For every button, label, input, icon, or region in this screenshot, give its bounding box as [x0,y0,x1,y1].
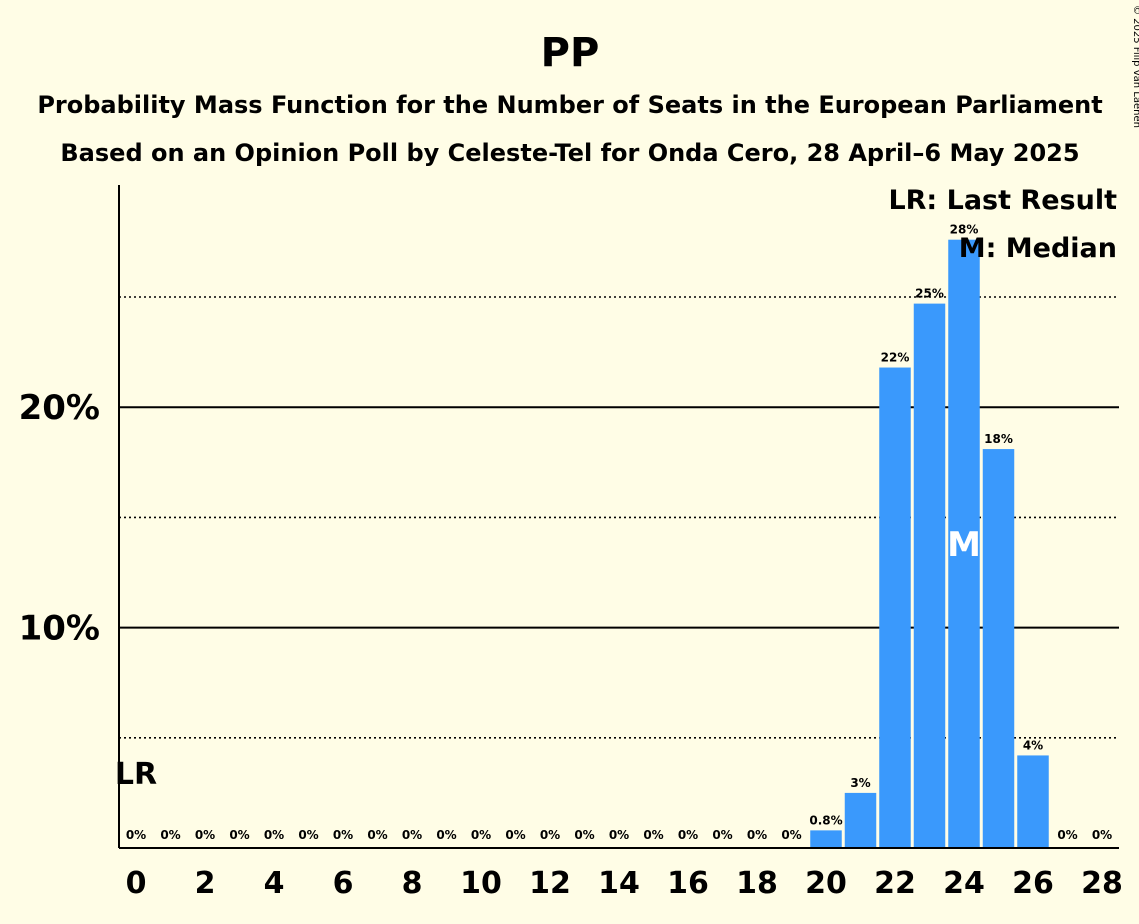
x-tick-label: 22 [874,866,916,901]
legend-median: M: Median [959,233,1117,264]
y-tick-label: 10% [19,609,100,649]
bar-value-label: 0% [436,828,456,842]
x-tick-label: 28 [1081,866,1123,901]
bar-value-label: 0% [160,828,180,842]
legend-last-result: LR: Last Result [888,185,1117,216]
x-tick-label: 26 [1012,866,1054,901]
bar-value-label: 0% [574,828,594,842]
bar-value-label: 3% [850,776,870,790]
bar-value-label: 0% [471,828,491,842]
label-layer: 0% 0% 0% 0% 0% 0% 0% 0% 0% 0% 0% 0% 0% 0% 0% 0% 0% 0% 0% 0%… [115,223,1112,842]
x-tick-label: 24 [943,866,985,901]
bar-value-label: 0% [367,828,387,842]
median-marker: M [947,525,981,565]
x-tick-label: 14 [598,866,640,901]
bar [982,449,1015,848]
chart-title: PP [541,30,600,76]
x-tick-label: 4 [264,866,285,901]
x-tick-label: 12 [529,866,571,901]
bar-value-label: 0% [712,828,732,842]
bar-value-label: 22% [881,351,910,365]
bar-value-label: 0% [609,828,629,842]
bar [810,830,842,848]
bar-value-label: 4% [1023,738,1043,752]
bar-value-label: 0% [1092,828,1112,842]
axis-layer: 10%20%0 2 4 6 8 10 12 14 16 18 20 22 24 26 28 [19,185,1123,901]
chart-subtitle-source: Based on an Opinion Poll by Celeste-Tel … [60,139,1079,167]
x-tick-label: 0 [126,866,147,901]
bar-value-label: 0% [264,828,284,842]
bar-value-label: 0% [195,828,215,842]
bar [948,239,980,849]
y-tick-label: 20% [19,388,100,428]
bar-value-label: 0% [229,828,249,842]
bar-value-label: 28% [950,223,979,237]
bar-value-label: 0% [747,828,767,842]
bar-value-label: 0% [678,828,698,842]
copyright-text: © 2025 Filip van Laenen [1131,5,1139,128]
last-result-marker: LR [115,757,157,792]
bar [913,303,946,848]
bar-value-label: 0% [540,828,560,842]
bar-value-label: 0% [402,828,422,842]
x-tick-label: 6 [333,866,354,901]
bar [879,367,911,848]
bar-value-label: 18% [984,432,1013,446]
x-tick-label: 18 [736,866,778,901]
bar-value-label: 0% [298,828,318,842]
bar-value-label: 0% [781,828,801,842]
x-tick-label: 8 [402,866,423,901]
bar-value-label: 25% [915,287,944,301]
x-tick-label: 2 [195,866,216,901]
x-tick-label: 16 [667,866,709,901]
bar-value-label: 0% [505,828,525,842]
bar [844,792,877,848]
bar [1017,755,1049,848]
bar-layer [810,239,1049,849]
bar-value-label: 0% [1057,828,1077,842]
bar-value-label: 0% [333,828,353,842]
bar-value-label: 0.8% [809,813,842,827]
x-tick-label: 20 [805,866,847,901]
x-tick-label: 10 [460,866,502,901]
chart-subtitle: Probability Mass Function for the Number… [37,91,1102,119]
bar-value-label: 0% [643,828,663,842]
bar-value-label: 0% [126,828,146,842]
